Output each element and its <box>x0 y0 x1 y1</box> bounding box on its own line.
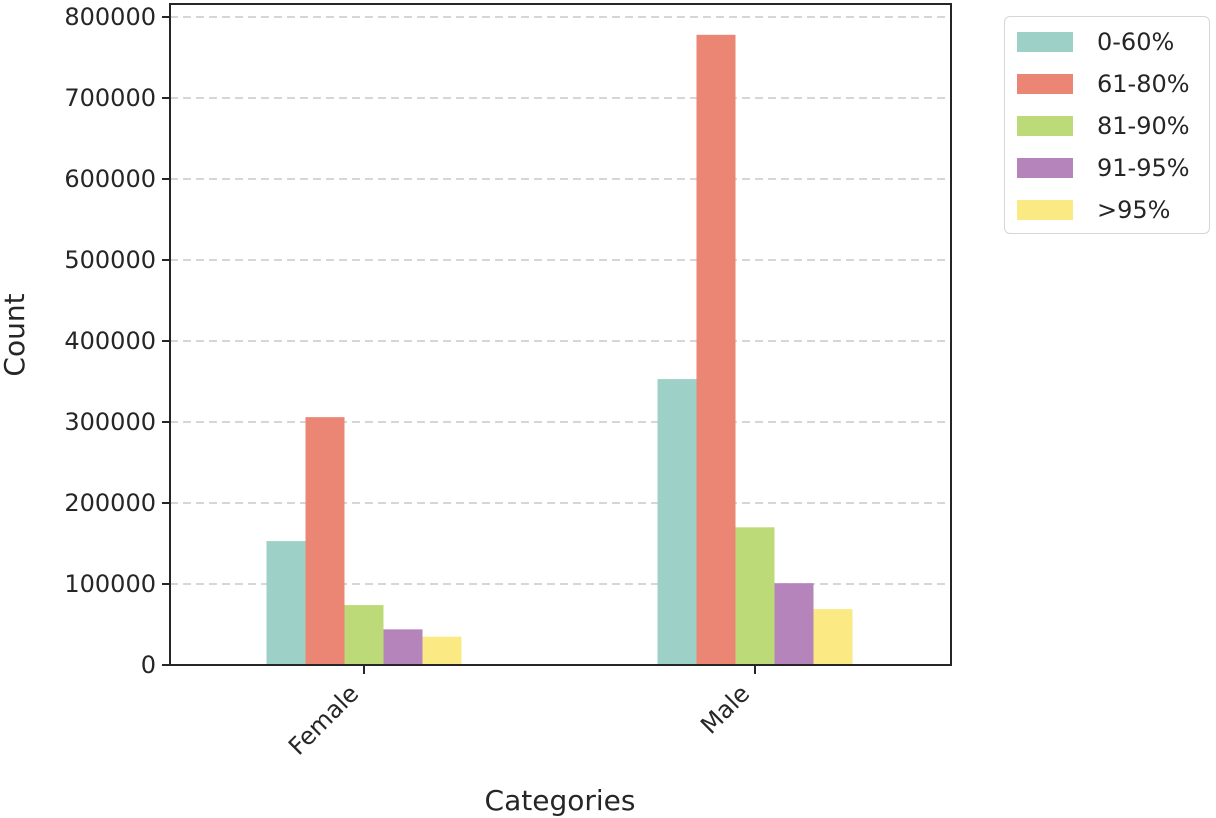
x-tick-label: Female <box>283 679 364 760</box>
y-tick-label: 600000 <box>64 165 156 193</box>
legend-item: 61-80% <box>1017 69 1190 99</box>
legend-item: 0-60% <box>1017 27 1174 57</box>
y-tick-label: 500000 <box>64 246 156 274</box>
gridlines <box>170 16 951 585</box>
y-axis-label: Count <box>0 293 31 376</box>
legend-item: 91-95% <box>1017 153 1190 183</box>
legend: 0-60% 61-80% 81-90% 91-95% >95% <box>1004 16 1210 234</box>
legend-swatch <box>1017 158 1073 178</box>
legend-item: 81-90% <box>1017 111 1190 141</box>
legend-label: 81-90% <box>1097 112 1190 140</box>
legend-label: 0-60% <box>1097 28 1175 56</box>
bar-male-2 <box>735 527 775 665</box>
bar-female-4 <box>422 636 462 665</box>
y-tick-label: 200000 <box>64 489 156 517</box>
legend-swatch <box>1017 200 1073 220</box>
y-tick-label: 300000 <box>64 408 156 436</box>
x-axis-label: Categories <box>485 784 636 817</box>
y-tick-label: 100000 <box>64 570 156 598</box>
x-axis: Female Male <box>283 665 756 761</box>
bar-female-3 <box>383 629 423 665</box>
legend-swatch <box>1017 32 1073 52</box>
bar-male-4 <box>813 609 853 665</box>
legend-label: 91-95% <box>1097 154 1190 182</box>
y-axis: 0 100000 200000 300000 400000 500000 600000 700… <box>64 3 170 679</box>
plot-frame <box>169 3 952 666</box>
legend-label: >95% <box>1097 196 1171 224</box>
bar-male-3 <box>774 583 814 665</box>
bar-female-2 <box>344 605 384 665</box>
legend-swatch <box>1017 74 1073 94</box>
y-tick-label: 0 <box>141 651 156 679</box>
bar-female-1 <box>305 417 345 665</box>
x-tick-label: Male <box>695 679 755 739</box>
bar-male-0 <box>657 379 697 665</box>
y-tick-label: 700000 <box>64 84 156 112</box>
y-tick-label: 400000 <box>64 327 156 355</box>
bars-group <box>266 34 853 665</box>
y-tick-label: 800000 <box>64 3 156 31</box>
legend-item: >95% <box>1017 195 1170 225</box>
bar-female-0 <box>266 541 306 665</box>
legend-label: 61-80% <box>1097 70 1190 98</box>
legend-swatch <box>1017 116 1073 136</box>
bar-male-1 <box>696 34 736 665</box>
